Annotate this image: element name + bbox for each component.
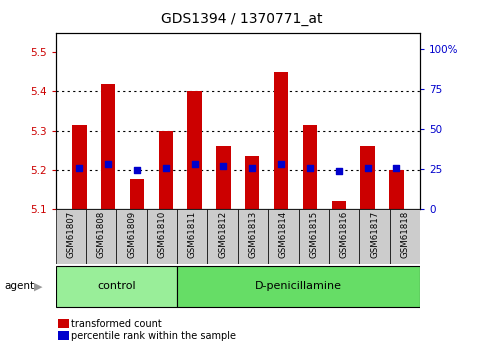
Text: percentile rank within the sample: percentile rank within the sample [71, 331, 237, 341]
Bar [158, 130, 173, 209]
Bar [390, 209, 420, 264]
Bar [389, 170, 404, 209]
Text: agent: agent [5, 282, 35, 291]
Bar [274, 72, 288, 209]
Text: GSM61808: GSM61808 [97, 211, 106, 258]
Text: D-penicillamine: D-penicillamine [255, 282, 342, 291]
Text: control: control [97, 282, 136, 291]
Bar [116, 209, 147, 264]
Bar [329, 209, 359, 264]
Bar [177, 209, 208, 264]
Bar [56, 266, 177, 306]
Point [335, 168, 342, 174]
Text: GSM61814: GSM61814 [279, 211, 288, 258]
Bar [86, 209, 116, 264]
Bar [101, 83, 115, 209]
Text: transformed count: transformed count [71, 319, 162, 328]
Text: ▶: ▶ [34, 282, 43, 291]
Point [162, 165, 170, 170]
Text: GSM61811: GSM61811 [188, 211, 197, 258]
Point [75, 165, 83, 170]
Point [220, 163, 227, 168]
Text: GSM61818: GSM61818 [400, 211, 410, 258]
Bar [147, 209, 177, 264]
Text: GSM61813: GSM61813 [249, 211, 257, 258]
Point [133, 167, 141, 172]
Bar [359, 209, 390, 264]
Bar [130, 179, 144, 209]
Bar [360, 146, 375, 209]
Bar [245, 156, 259, 209]
Text: GSM61815: GSM61815 [309, 211, 318, 258]
Text: GSM61816: GSM61816 [340, 211, 349, 258]
Bar [177, 266, 420, 306]
Text: GSM61817: GSM61817 [370, 211, 379, 258]
Text: GDS1394 / 1370771_at: GDS1394 / 1370771_at [161, 12, 322, 26]
Bar [216, 146, 231, 209]
Point [393, 166, 400, 171]
Bar [331, 201, 346, 209]
Point [306, 165, 314, 170]
Bar [268, 209, 298, 264]
Bar [208, 209, 238, 264]
Point [364, 165, 371, 170]
Point [248, 166, 256, 171]
Text: GSM61810: GSM61810 [157, 211, 167, 258]
Point [277, 161, 285, 167]
Point [191, 161, 199, 167]
Text: GSM61812: GSM61812 [218, 211, 227, 258]
Bar [238, 209, 268, 264]
Point [104, 161, 112, 167]
Text: GSM61809: GSM61809 [127, 211, 136, 258]
Bar [298, 209, 329, 264]
Text: GSM61807: GSM61807 [66, 211, 75, 258]
Bar [187, 91, 202, 209]
Bar [303, 125, 317, 209]
Bar [56, 209, 86, 264]
Bar [72, 125, 86, 209]
